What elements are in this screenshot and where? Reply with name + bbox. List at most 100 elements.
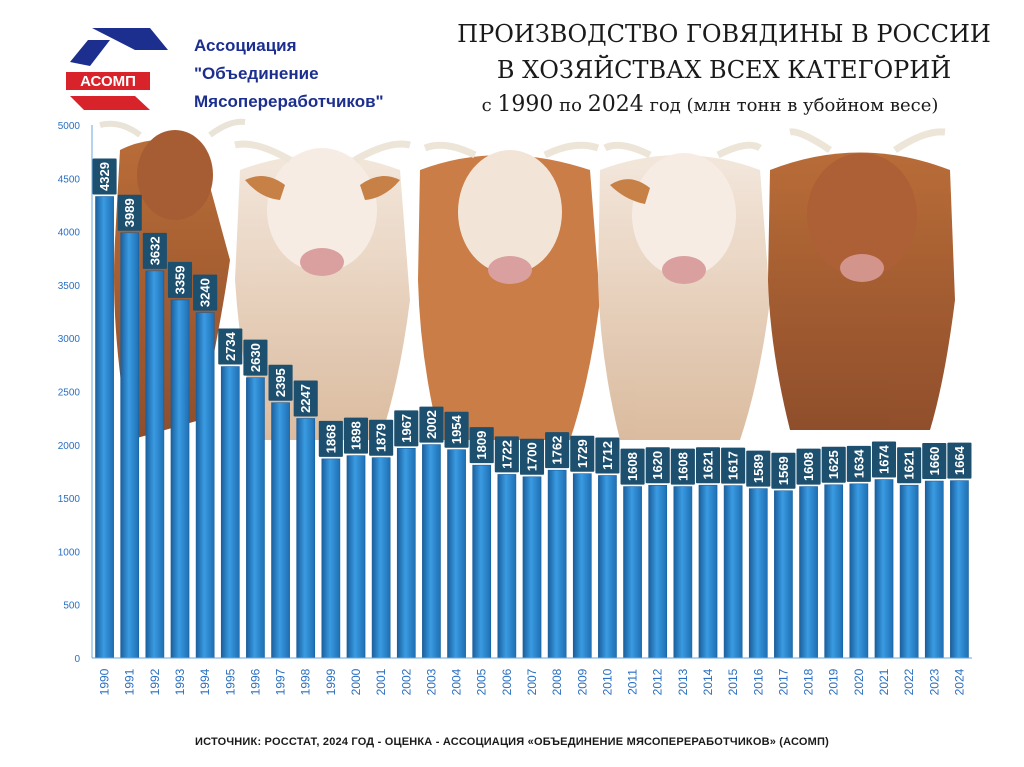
x-tick-label: 2000 xyxy=(349,668,363,695)
data-label-box xyxy=(922,443,947,480)
x-tick-label: 2014 xyxy=(701,668,715,695)
data-label-box xyxy=(570,435,595,472)
y-tick-label: 0 xyxy=(74,654,80,665)
x-tick-label: 2003 xyxy=(424,668,438,695)
data-label: 1589 xyxy=(751,454,766,483)
data-label: 1621 xyxy=(902,451,917,480)
title-suffix: год (млн тонн в убойном весе) xyxy=(649,95,939,116)
data-label-box xyxy=(645,447,670,484)
bar xyxy=(799,486,818,659)
data-label-box xyxy=(318,420,343,457)
data-label: 1722 xyxy=(499,440,514,469)
x-tick-label: 2016 xyxy=(751,668,765,695)
x-tick-label: 2006 xyxy=(500,668,514,695)
data-label: 1674 xyxy=(877,444,892,474)
bar xyxy=(673,486,693,659)
x-tick-label: 2008 xyxy=(550,668,564,695)
bar xyxy=(522,476,542,659)
data-label-box xyxy=(293,380,318,417)
data-label-box xyxy=(268,364,293,401)
title-prefix: с xyxy=(481,95,492,116)
x-tick-label: 1999 xyxy=(324,668,338,695)
data-label-box xyxy=(193,274,218,311)
data-label: 1879 xyxy=(374,423,389,452)
data-label: 1809 xyxy=(474,431,489,460)
cow-illustration xyxy=(598,141,770,440)
x-tick-label: 2018 xyxy=(802,668,816,695)
bar xyxy=(271,402,290,659)
data-label-box xyxy=(620,448,645,485)
data-label: 4329 xyxy=(97,162,112,191)
x-tick-label: 2024 xyxy=(952,668,966,695)
data-label-box xyxy=(947,442,972,479)
bar xyxy=(120,232,140,659)
data-label-box xyxy=(394,410,419,447)
data-label: 3240 xyxy=(198,278,213,307)
logo-wordmark: АСОМП xyxy=(80,73,136,90)
x-tick-label: 2001 xyxy=(374,668,388,695)
cattle-background-image xyxy=(99,118,955,440)
y-tick-label: 4000 xyxy=(58,228,81,239)
bar xyxy=(346,455,366,659)
data-label-box xyxy=(243,339,268,376)
x-tick-label: 2012 xyxy=(651,668,665,695)
x-tick-label: 1990 xyxy=(98,668,112,695)
data-label-box xyxy=(142,232,167,269)
y-tick-label: 3000 xyxy=(58,334,81,345)
bar xyxy=(874,479,894,659)
bar xyxy=(422,444,441,659)
data-label: 1712 xyxy=(600,441,615,470)
y-tick-label: 4500 xyxy=(58,174,81,185)
x-tick-label: 2022 xyxy=(902,668,916,695)
data-label: 1608 xyxy=(675,452,690,481)
bar xyxy=(246,377,265,659)
bar xyxy=(145,270,165,659)
data-label: 2247 xyxy=(298,384,313,413)
data-label-box xyxy=(343,417,369,454)
chart-title-line2: В ХОЗЯЙСТВАХ ВСЕХ КАТЕГОРИЙ xyxy=(496,56,952,84)
data-label: 1634 xyxy=(851,449,866,479)
y-tick-label: 1000 xyxy=(58,547,81,558)
x-tick-label: 1995 xyxy=(223,668,237,695)
bar xyxy=(849,483,869,659)
bar xyxy=(447,449,466,659)
x-tick-label: 2020 xyxy=(852,668,866,695)
x-tick-label: 1997 xyxy=(274,668,288,695)
data-label: 1620 xyxy=(650,451,665,480)
data-label: 1700 xyxy=(525,442,540,471)
bar xyxy=(547,469,567,659)
org-name-line2: "Объединение xyxy=(194,64,319,83)
bar xyxy=(723,485,743,659)
bar xyxy=(824,484,844,659)
y-tick-label: 2500 xyxy=(58,388,81,399)
x-tick-label: 2019 xyxy=(827,668,841,695)
data-label: 1967 xyxy=(399,414,414,443)
x-tick-label: 1993 xyxy=(173,668,187,695)
bar xyxy=(950,480,969,659)
data-labels: 4329 3989 3632 3359 3240 2734 2630 2395 2247 1868… xyxy=(92,158,972,489)
cow-illustration xyxy=(768,128,955,430)
org-name-line3: Мясопереработчиков" xyxy=(194,92,384,111)
source-note: ИСТОЧНИК: РОССТАТ, 2024 ГОД - ОЦЕНКА - А… xyxy=(194,736,830,748)
data-label: 3359 xyxy=(173,265,188,294)
bar xyxy=(899,484,919,659)
data-label-box xyxy=(469,427,494,464)
data-label-box xyxy=(695,447,721,484)
bar xyxy=(572,473,592,659)
data-label-box xyxy=(721,447,746,484)
title-mid: по xyxy=(559,95,582,116)
bar xyxy=(170,299,190,659)
data-label-box xyxy=(218,328,243,365)
data-label: 1608 xyxy=(801,452,816,481)
bar xyxy=(497,474,517,659)
data-label: 2002 xyxy=(424,410,439,439)
y-tick-label: 500 xyxy=(63,601,80,612)
x-tick-label: 2015 xyxy=(726,668,740,695)
y-tick-label: 1500 xyxy=(58,494,81,505)
bar xyxy=(598,475,617,659)
data-label-box xyxy=(167,261,193,298)
bar xyxy=(698,484,718,659)
data-label-box xyxy=(494,436,519,473)
data-label: 3989 xyxy=(122,198,137,227)
